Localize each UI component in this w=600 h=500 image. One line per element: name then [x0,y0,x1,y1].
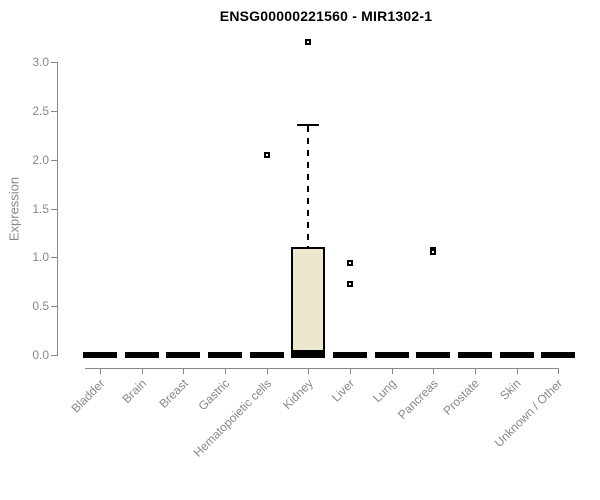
x-tick [391,368,393,374]
y-tick [51,208,57,210]
median-bar [458,352,493,358]
y-tick-label: 2.0 [32,152,49,167]
x-axis-category-label: Skin [497,376,524,403]
outlier-point [430,249,437,256]
y-tick [51,159,57,161]
x-tick [433,368,435,374]
x-axis-category-label: Liver [328,376,358,405]
median-bar [291,352,326,358]
outlier-point-center [349,262,352,265]
x-axis-category-label: Prostate [440,376,483,418]
median-bar [333,352,368,358]
median-bar [541,352,576,358]
median-bar [416,352,451,358]
y-tick [51,257,57,259]
y-tick [51,110,57,112]
x-axis-line [85,368,558,369]
whisker-stem [307,125,310,247]
y-tick-label: 1.5 [32,201,49,216]
x-tick [183,368,185,374]
y-tick [51,306,57,308]
x-axis-category-label: Kidney [279,376,316,413]
y-tick-label: 1.0 [32,250,49,265]
median-bar [249,352,284,358]
outlier-point [305,39,312,46]
x-tick [350,368,352,374]
whisker-cap [297,123,320,126]
x-axis-category-label: Pancreas [394,376,441,423]
x-tick [558,368,560,374]
x-axis-category-label: Bladder [68,376,108,416]
outlier-point-center [307,41,310,44]
x-axis-category-label: Hematopoietic cells [190,376,274,460]
median-bar [83,352,117,358]
outlier-point [347,280,354,287]
median-bar [166,352,201,358]
median-bar [124,352,159,358]
x-tick [266,368,268,374]
y-axis-line [57,62,58,356]
x-tick [225,368,226,374]
y-tick-label: 0.5 [32,299,49,314]
x-tick [475,368,477,374]
y-tick-label: 3.0 [32,55,49,69]
median-bar [374,352,409,358]
box-iqr [291,246,326,353]
x-tick [516,368,518,374]
y-tick [51,355,57,356]
outlier-point-center [349,282,352,285]
x-tick [141,368,143,374]
y-tick-label: 2.5 [32,103,49,118]
x-axis-category-label: Breast [156,376,191,411]
outlier-point [347,260,354,267]
chart-title: ENSG00000221560 - MIR1302-1 [219,8,433,24]
y-tick-label: 0.0 [32,348,49,362]
x-axis-category-label: Gastric [195,376,233,414]
x-tick [100,368,101,374]
x-axis-category-label: Brain [119,376,149,407]
outlier-point [263,151,270,158]
median-bar [499,352,534,358]
x-tick [308,368,310,374]
outlier-point-center [265,153,268,156]
y-tick [51,62,57,63]
x-axis-category-label: Lung [370,376,399,406]
outlier-point-center [432,251,435,254]
median-bar [208,352,242,358]
